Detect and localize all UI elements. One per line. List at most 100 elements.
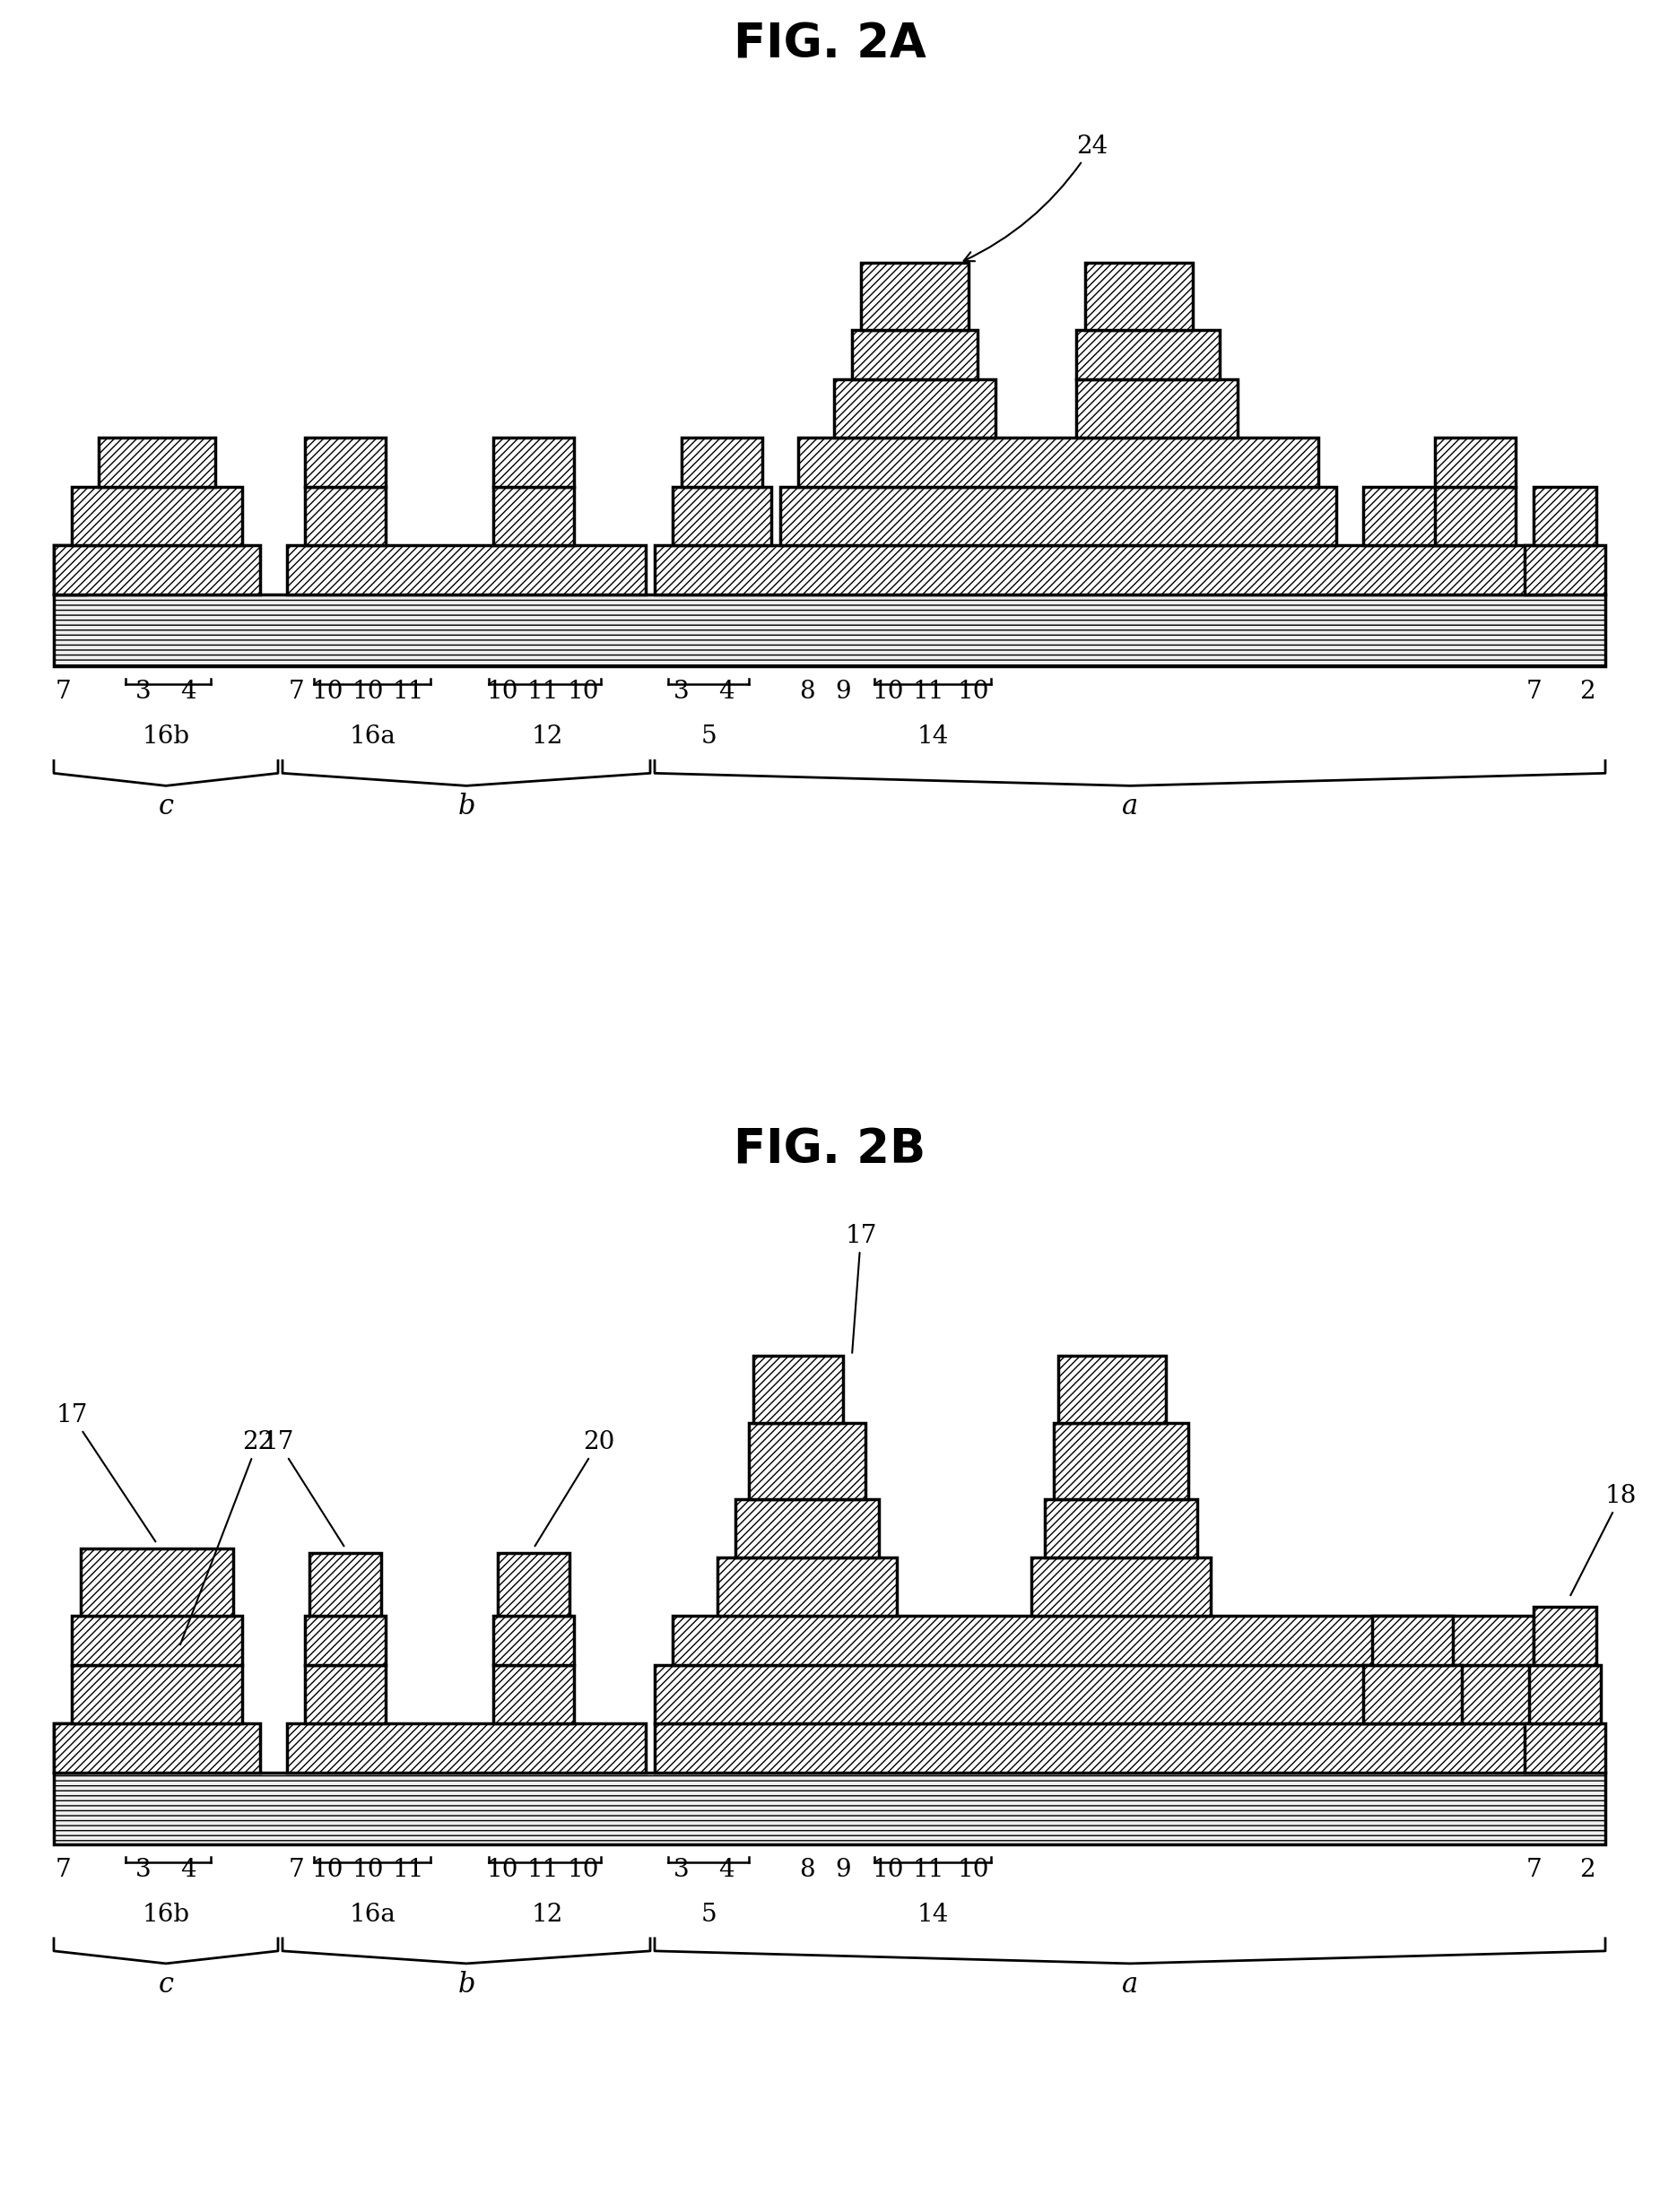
Text: 7: 7 <box>55 679 71 703</box>
Bar <box>654 546 1552 595</box>
Text: 7: 7 <box>287 679 304 703</box>
Text: 10: 10 <box>352 1858 383 1882</box>
Bar <box>493 487 574 546</box>
Bar <box>53 1723 85 1772</box>
Text: a: a <box>1122 1971 1139 1997</box>
Bar <box>654 1723 1552 1772</box>
Text: 7: 7 <box>55 1858 71 1882</box>
Text: 11: 11 <box>392 679 423 703</box>
Text: 2: 2 <box>1579 1858 1595 1882</box>
Text: FIG. 2A: FIG. 2A <box>734 20 926 66</box>
Text: FIG. 2B: FIG. 2B <box>734 1126 926 1172</box>
Bar <box>305 1615 385 1666</box>
Text: 10: 10 <box>352 679 383 703</box>
Bar <box>287 1723 646 1772</box>
Bar <box>862 263 968 330</box>
Text: 20: 20 <box>535 1429 614 1546</box>
Text: 2: 2 <box>1579 679 1595 703</box>
Text: 10: 10 <box>568 1858 599 1882</box>
Bar <box>1524 1723 1605 1772</box>
Text: 10: 10 <box>872 679 903 703</box>
Text: 11: 11 <box>526 679 558 703</box>
Text: 5: 5 <box>701 1902 717 1927</box>
Bar <box>305 1666 385 1723</box>
Text: 3: 3 <box>136 679 151 703</box>
Bar <box>493 1666 574 1723</box>
Bar <box>798 438 1318 487</box>
Bar <box>71 1615 242 1666</box>
Bar <box>1363 487 1462 546</box>
Text: 10: 10 <box>958 679 989 703</box>
Bar <box>1434 487 1516 546</box>
Text: a: a <box>1122 792 1139 821</box>
Bar <box>81 1548 232 1615</box>
Text: 14: 14 <box>916 1902 948 1927</box>
Bar <box>1054 1422 1189 1500</box>
Text: 8: 8 <box>798 679 815 703</box>
Text: 10: 10 <box>312 1858 344 1882</box>
Bar <box>71 487 242 546</box>
Text: 8: 8 <box>798 1858 815 1882</box>
Bar <box>672 487 772 546</box>
Text: 7: 7 <box>1526 1858 1542 1882</box>
Text: 12: 12 <box>531 726 563 750</box>
Text: 11: 11 <box>913 679 945 703</box>
Bar <box>1086 263 1194 330</box>
Text: 16a: 16a <box>349 726 395 750</box>
Bar <box>1529 1666 1600 1723</box>
Text: 11: 11 <box>913 1858 945 1882</box>
Bar <box>305 438 385 487</box>
Bar <box>1434 438 1516 487</box>
Text: 16b: 16b <box>143 1902 189 1927</box>
Text: 4: 4 <box>181 679 196 703</box>
Bar <box>682 438 762 487</box>
Text: 11: 11 <box>526 1858 558 1882</box>
Text: 22: 22 <box>181 1429 274 1644</box>
Bar <box>287 546 646 595</box>
Text: 10: 10 <box>958 1858 989 1882</box>
Text: 16b: 16b <box>143 726 189 750</box>
Text: 9: 9 <box>835 1858 852 1882</box>
Text: 12: 12 <box>531 1902 563 1927</box>
Bar <box>717 1557 896 1615</box>
Bar <box>1044 1500 1197 1557</box>
Bar <box>309 1553 382 1615</box>
Bar <box>498 1553 569 1615</box>
Text: 18: 18 <box>1570 1484 1637 1595</box>
Text: 10: 10 <box>486 679 518 703</box>
Bar <box>1534 487 1597 546</box>
Text: c: c <box>158 1971 174 1997</box>
Text: 7: 7 <box>287 1858 304 1882</box>
Bar <box>1031 1557 1210 1615</box>
Bar <box>1524 546 1605 595</box>
Bar <box>654 1666 1552 1723</box>
Text: 7: 7 <box>1526 679 1542 703</box>
Text: 16a: 16a <box>349 1902 395 1927</box>
Text: 14: 14 <box>916 726 948 750</box>
Text: 17: 17 <box>845 1223 876 1354</box>
Text: c: c <box>158 792 174 821</box>
Text: b: b <box>458 1971 475 1997</box>
Text: b: b <box>458 792 475 821</box>
Text: 4: 4 <box>719 679 734 703</box>
Bar <box>780 487 1336 546</box>
Bar <box>1534 1606 1597 1666</box>
Bar <box>735 1500 878 1557</box>
Bar <box>749 1422 865 1500</box>
Text: 3: 3 <box>674 679 689 703</box>
Bar <box>1373 1615 1452 1666</box>
Bar <box>53 1723 261 1772</box>
Bar <box>1076 330 1220 380</box>
Bar <box>53 546 261 595</box>
Bar <box>1076 380 1238 438</box>
Text: 9: 9 <box>835 679 852 703</box>
Text: 4: 4 <box>181 1858 196 1882</box>
Bar <box>852 330 978 380</box>
Text: 17: 17 <box>262 1429 344 1546</box>
Text: 3: 3 <box>136 1858 151 1882</box>
Bar <box>493 438 574 487</box>
Text: 3: 3 <box>674 1858 689 1882</box>
Text: 10: 10 <box>312 679 344 703</box>
Bar <box>53 546 85 595</box>
Text: 10: 10 <box>486 1858 518 1882</box>
